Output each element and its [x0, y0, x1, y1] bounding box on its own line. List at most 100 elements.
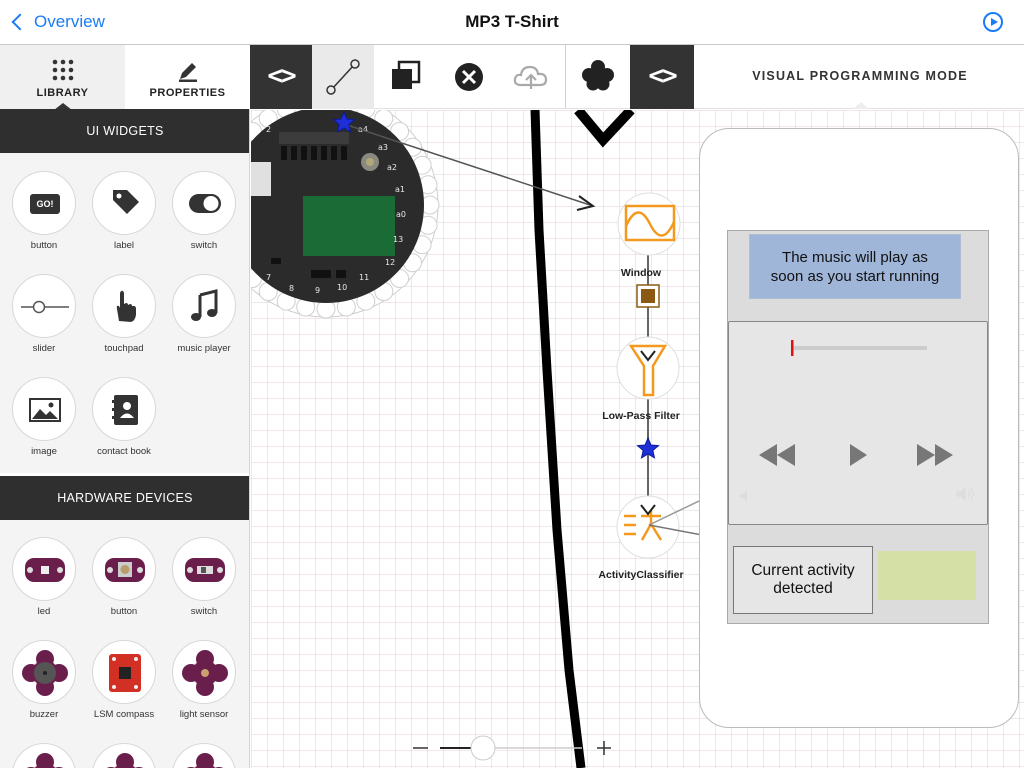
- activity-label[interactable]: Current activity detected: [733, 546, 873, 614]
- programming-canvas[interactable]: 2 a3 a2 a1 a0 13 12 11 10 9 8 7 a4: [251, 110, 1024, 768]
- board-header: [279, 132, 349, 144]
- delete-button[interactable]: [436, 45, 498, 109]
- board-button: [361, 153, 379, 171]
- widget-slider[interactable]: slider: [4, 274, 84, 354]
- activity-classifier-node[interactable]: [616, 495, 680, 559]
- widget-touchpad[interactable]: touchpad: [84, 274, 164, 354]
- pointing-hand-icon: [92, 274, 156, 338]
- board-petals: [251, 110, 439, 318]
- connection-star-icon[interactable]: [332, 110, 356, 133]
- connect-tool-button[interactable]: [312, 45, 374, 109]
- slider-icon: [12, 274, 76, 338]
- widget-label: button: [30, 240, 58, 251]
- device-label: light sensor: [179, 709, 229, 720]
- widget-switch[interactable]: switch: [164, 171, 244, 251]
- image-icon: [12, 377, 76, 441]
- low-pass-filter-node[interactable]: [616, 336, 680, 400]
- pin-petal: [402, 253, 422, 273]
- music-player-widget[interactable]: [728, 321, 988, 525]
- svg-text:10: 10: [337, 283, 347, 292]
- nav-bar: Overview MP3 T-Shirt: [0, 0, 1024, 45]
- pin-petal: [276, 110, 296, 119]
- window-output-port[interactable]: [636, 284, 660, 308]
- player-controls: [739, 340, 974, 502]
- tab-properties-label: PROPERTIES: [149, 87, 226, 99]
- buzzer-board-icon: [12, 640, 76, 704]
- tab-properties[interactable]: PROPERTIES: [125, 45, 250, 109]
- device-led[interactable]: led: [4, 537, 84, 617]
- volume-high-icon: [956, 486, 974, 502]
- tab-indicator: [54, 103, 72, 110]
- node-label-window: Window: [620, 267, 662, 279]
- widget-button[interactable]: GO! button: [4, 171, 84, 251]
- widget-label-item[interactable]: label: [84, 171, 164, 251]
- back-label: Overview: [34, 12, 105, 31]
- tab-library[interactable]: LIBRARY: [0, 45, 125, 109]
- connection-star-icon[interactable]: [636, 436, 660, 459]
- svg-text:2: 2: [266, 125, 271, 134]
- device-light-sensor[interactable]: light sensor: [164, 640, 244, 720]
- music-note-icon: [172, 274, 236, 338]
- board-button-cap: [366, 158, 374, 166]
- device-button[interactable]: button: [84, 537, 164, 617]
- hardware-devices-header: HARDWARE DEVICES: [0, 476, 249, 520]
- device-board-icon: [12, 743, 76, 768]
- message-label[interactable]: The music will play as soon as you start…: [749, 234, 961, 299]
- button-board-icon: [92, 537, 156, 601]
- pin-petal: [418, 215, 438, 235]
- duplicate-icon: [392, 60, 421, 89]
- widget-music-player[interactable]: music player: [164, 274, 244, 354]
- clover-icon: [582, 60, 614, 91]
- play-icon[interactable]: [983, 12, 1003, 32]
- node-label-activity-classifier: ActivityClassifier: [598, 569, 684, 581]
- led-board-icon: [12, 537, 76, 601]
- window-node[interactable]: [617, 192, 681, 256]
- code-view-button[interactable]: <>: [250, 45, 312, 109]
- widget-contact-book[interactable]: contact book: [84, 377, 164, 457]
- upload-button[interactable]: [500, 45, 562, 109]
- board-connector: [251, 162, 271, 196]
- device-more-3[interactable]: [164, 743, 244, 768]
- widget-label: music player: [177, 343, 231, 354]
- pin-petal: [339, 110, 353, 113]
- hardware-devices-section: led button switch buzzer: [0, 520, 249, 768]
- ui-widgets-section: GO! button label switch: [0, 153, 249, 473]
- widget-label: switch: [190, 240, 218, 251]
- device-buzzer[interactable]: buzzer: [4, 640, 84, 720]
- device-more-1[interactable]: [4, 743, 84, 768]
- pin-connection-line: [343, 123, 594, 207]
- pin-petal: [316, 299, 336, 319]
- pin-petal: [258, 110, 278, 129]
- zoom-in-icon: [597, 741, 611, 755]
- switch-board-icon: [172, 537, 236, 601]
- play-triangle-icon: [850, 444, 867, 466]
- device-more-2[interactable]: [84, 743, 164, 768]
- svg-text:9: 9: [315, 286, 320, 295]
- contact-book-icon: [92, 377, 156, 441]
- back-button[interactable]: Overview: [10, 10, 105, 34]
- svg-text:a3: a3: [378, 143, 388, 152]
- pin-petal: [276, 291, 296, 311]
- drawn-stroke: [574, 110, 635, 148]
- message-line-2: soon as you start running: [770, 268, 940, 285]
- device-board-icon: [172, 743, 236, 768]
- tag-icon: [92, 171, 156, 235]
- device-switch[interactable]: switch: [164, 537, 244, 617]
- activity-value-field[interactable]: [878, 551, 976, 600]
- visual-code-button[interactable]: <>: [630, 45, 694, 109]
- widget-image[interactable]: image: [4, 377, 84, 457]
- close-circle-icon: [455, 63, 483, 91]
- message-line-1: The music will play as: [782, 249, 928, 266]
- page-title: MP3 T-Shirt: [465, 12, 559, 31]
- board-chip: [303, 196, 395, 256]
- pin-petal: [299, 110, 313, 113]
- toggle-icon: [172, 171, 236, 235]
- duplicate-button[interactable]: [374, 45, 436, 109]
- svg-text:11: 11: [359, 273, 369, 282]
- pin-petal: [258, 281, 278, 301]
- node-label-low-pass-filter: Low-Pass Filter: [602, 410, 680, 422]
- flower-button[interactable]: [567, 45, 629, 109]
- device-label: LSM compass: [93, 709, 155, 720]
- ui-widgets-header: UI WIDGETS: [0, 109, 249, 153]
- device-lsm-compass[interactable]: LSM compass: [84, 640, 164, 720]
